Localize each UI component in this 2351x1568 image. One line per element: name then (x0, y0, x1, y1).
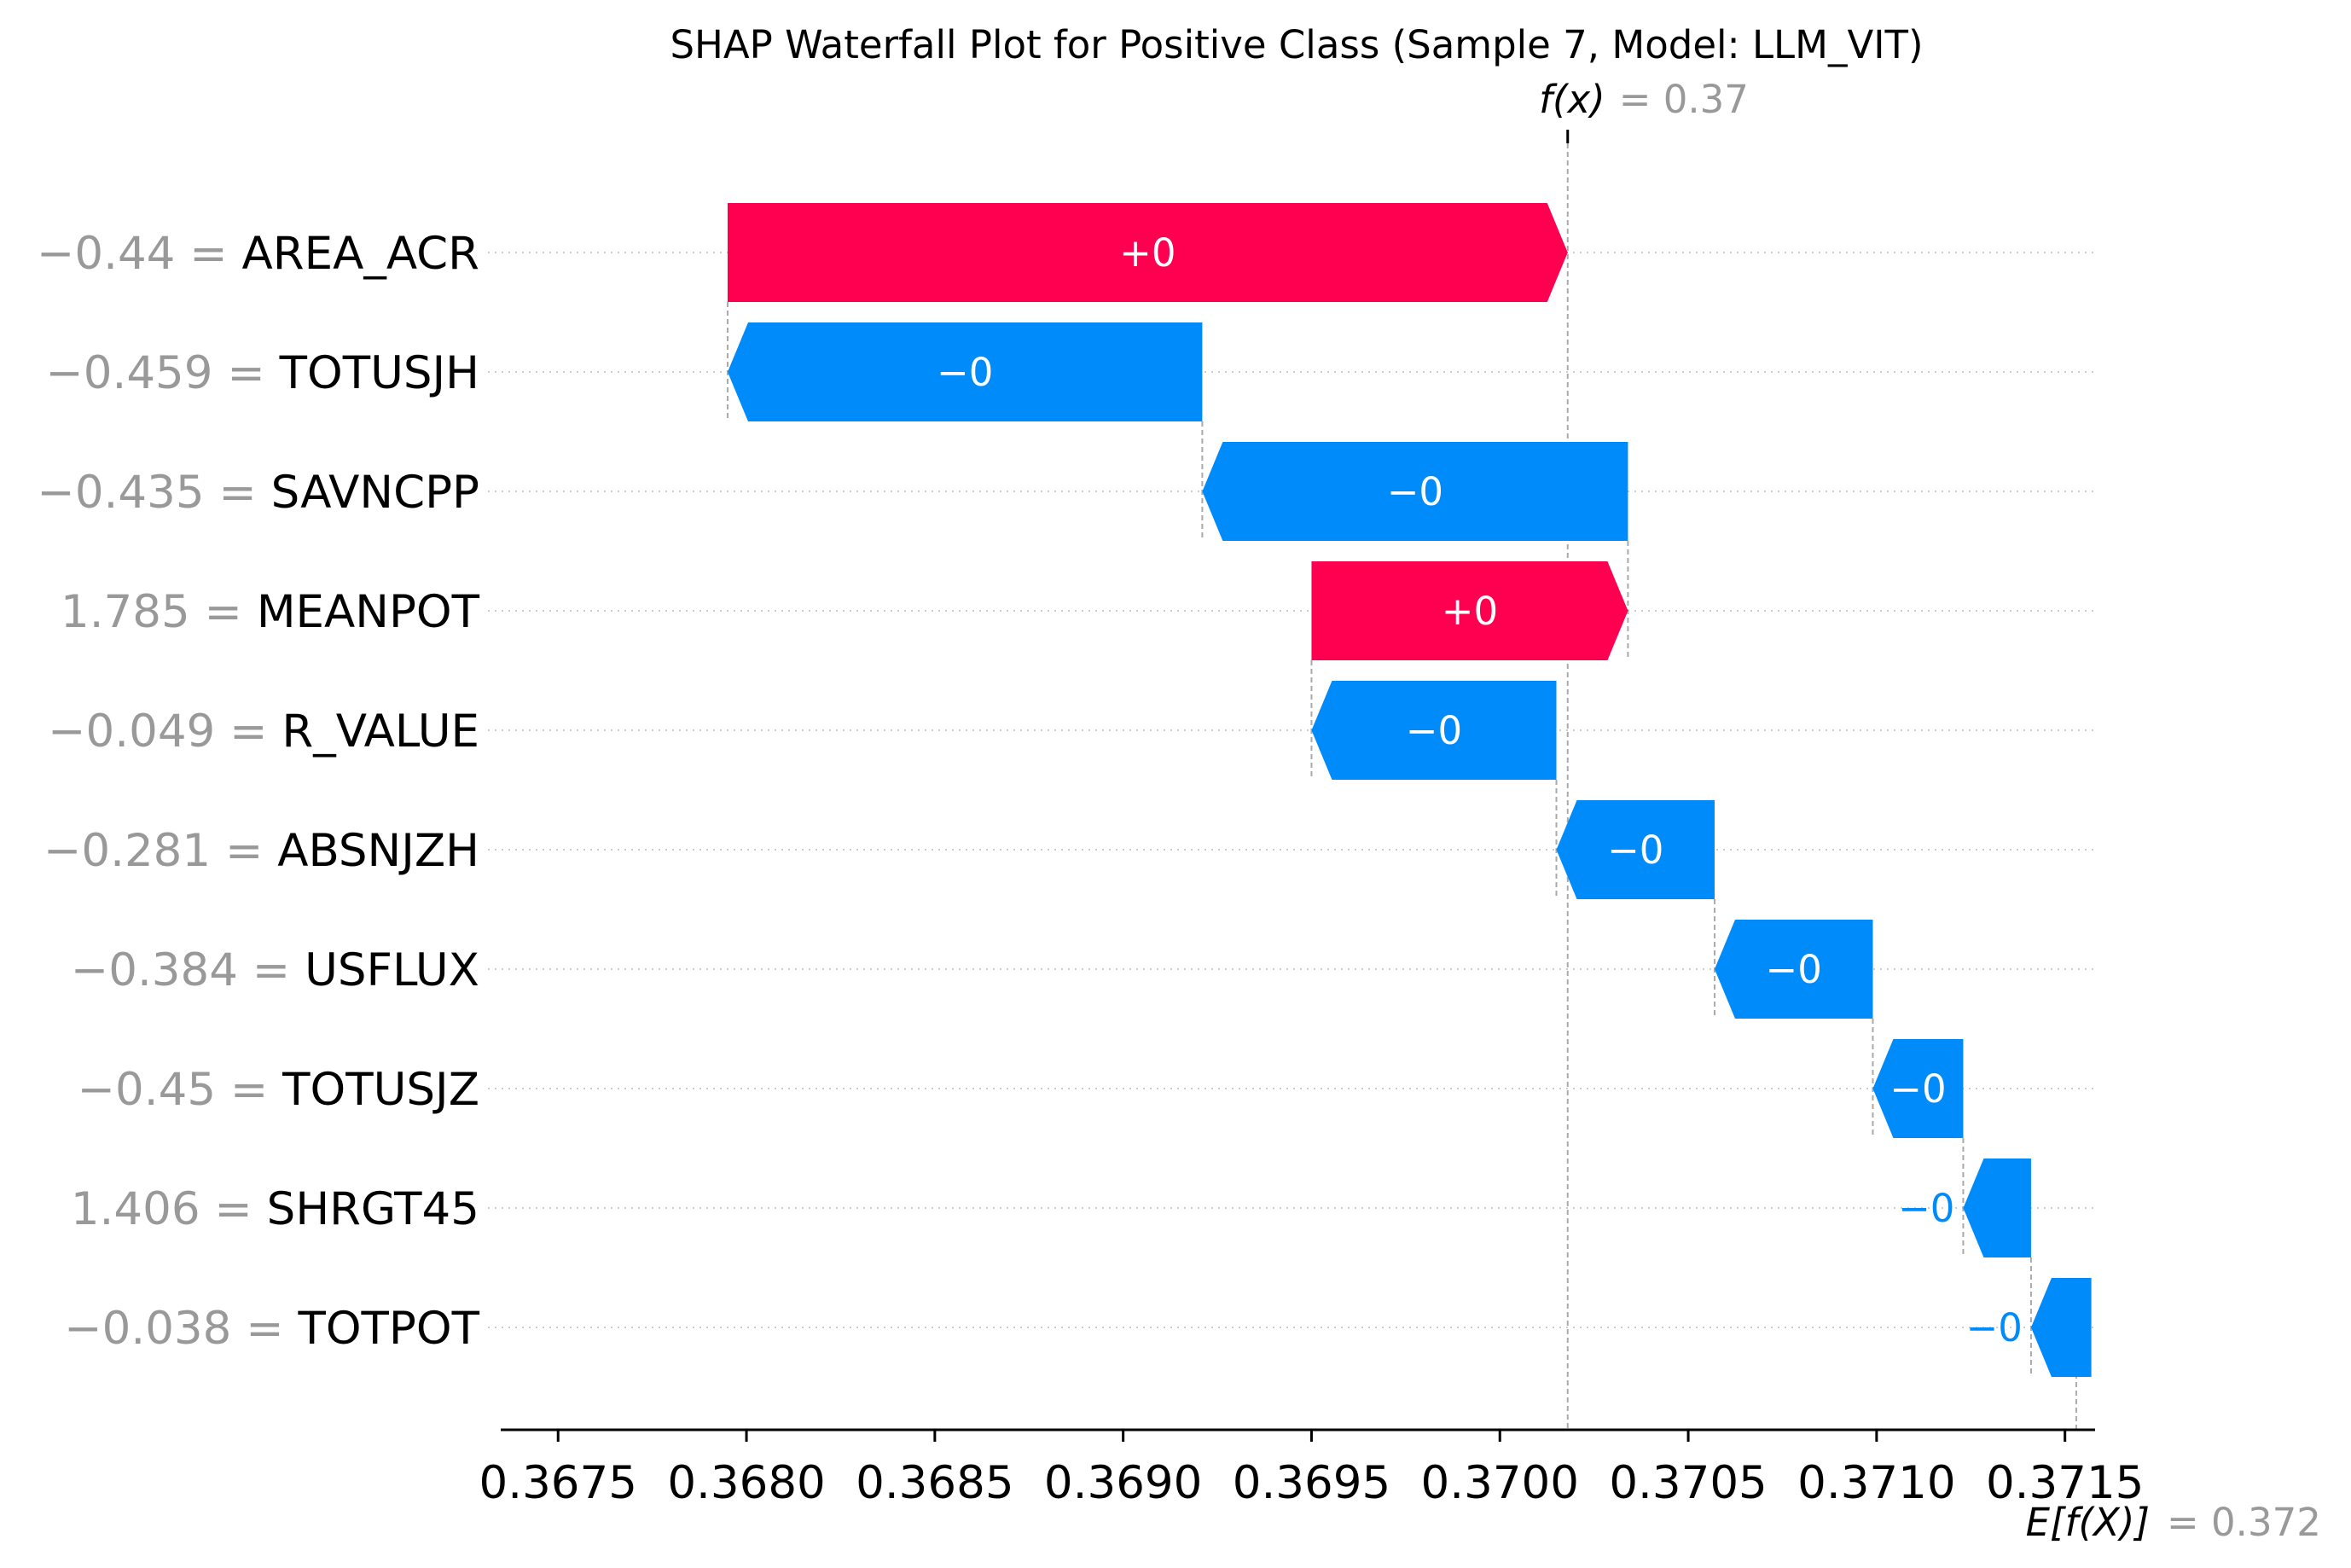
feature-value: −0.038 = (64, 1303, 298, 1355)
x-tick-label: 0.3675 (479, 1457, 637, 1509)
bar-value-label: +0 (1119, 230, 1176, 276)
feature-value: −0.281 = (44, 825, 277, 877)
feature-value: −0.049 = (48, 706, 282, 758)
feature-value: 1.406 = (71, 1183, 267, 1235)
x-tick-label: 0.3680 (667, 1457, 825, 1509)
bar-value-label: +0 (1442, 589, 1498, 634)
bar-totusjh (727, 322, 1203, 421)
feature-name: SHRGT45 (267, 1183, 479, 1235)
x-tick-label: 0.3695 (1233, 1457, 1390, 1509)
x-tick-label: 0.3700 (1421, 1457, 1579, 1509)
bar-shrgt45 (1963, 1159, 2031, 1257)
feature-label: −0.45 = TOTUSJZ (78, 1064, 479, 1116)
feature-value: −0.459 = (45, 347, 279, 399)
feature-label: −0.281 = ABSNJZH (44, 825, 479, 877)
bar-meanpot (1311, 561, 1628, 660)
feature-name: AREA_ACR (242, 228, 479, 280)
chart-title: SHAP Waterfall Plot for Positive Class (… (670, 22, 1923, 67)
feature-value: −0.44 = (37, 228, 242, 280)
feature-label: 1.406 = SHRGT45 (71, 1183, 479, 1235)
bar-totpot (2030, 1278, 2092, 1377)
fx-value: = 0.37 (1619, 77, 1749, 122)
feature-label: −0.44 = AREA_ACR (37, 228, 479, 280)
feature-name: SAVNCPP (271, 467, 479, 519)
bar-totusjz (1872, 1039, 1964, 1138)
bars: +0 −0 −0 +0 −0 −0 −0 −0 −0 −0 (727, 203, 2092, 1377)
feature-labels: −0.44 = AREA_ACR −0.459 = TOTUSJH −0.435 =… (37, 228, 480, 1355)
bar-value-label: −0 (1890, 1066, 1946, 1112)
bar-savncpp (1202, 442, 1628, 541)
feature-label: −0.435 = SAVNCPP (37, 467, 479, 519)
fx-label: f(x) (1539, 77, 1605, 122)
bar-value-label: −0 (1898, 1186, 1954, 1231)
bar-value-label: −0 (1766, 947, 1822, 992)
gridlines (488, 252, 2095, 1328)
bar-area_acr (727, 203, 1568, 302)
fx-annotation: f(x) = 0.37 (1539, 77, 1749, 122)
expected-value-label: E[f(X)] (2026, 1500, 2150, 1545)
x-tick-label: 0.3715 (1986, 1457, 2144, 1509)
bar-r_value (1311, 681, 1557, 780)
feature-label: −0.038 = TOTPOT (64, 1303, 479, 1355)
feature-name: TOTUSJH (279, 347, 479, 399)
feature-label: −0.384 = USFLUX (71, 944, 479, 996)
bar-usflux (1714, 920, 1873, 1019)
bar-value-label: −0 (1966, 1305, 2023, 1350)
bar-value-label: −0 (1406, 708, 1462, 753)
x-tick-label: 0.3685 (856, 1457, 1013, 1509)
feature-value: −0.45 = (78, 1064, 283, 1116)
bar-value-label: −0 (937, 350, 993, 395)
feature-name: ABSNJZH (277, 825, 479, 877)
bar-value-label: −0 (1607, 828, 1663, 873)
expected-value-annotation: E[f(X)] = 0.372 (2026, 1500, 2321, 1545)
reference-lines (726, 130, 2077, 1430)
feature-value: −0.384 = (71, 944, 305, 996)
feature-name: MEANPOT (257, 586, 480, 638)
x-tick-label: 0.3705 (1609, 1457, 1767, 1509)
feature-name: TOTPOT (297, 1303, 479, 1355)
x-axis: 0.3675 0.3680 0.3685 0.3690 0.3695 0.3700 0.37… (479, 1428, 2144, 1509)
feature-name: R_VALUE (282, 706, 479, 758)
x-tick-label: 0.3690 (1044, 1457, 1202, 1509)
bar-absnjzh (1556, 800, 1715, 899)
feature-value: −0.435 = (37, 467, 270, 519)
expected-value-value: = 0.372 (2167, 1500, 2321, 1545)
feature-name: USFLUX (305, 944, 479, 996)
feature-value: 1.785 = (61, 586, 257, 638)
feature-label: −0.459 = TOTUSJH (45, 347, 479, 399)
feature-label: 1.785 = MEANPOT (61, 586, 480, 638)
bar-value-label: −0 (1387, 469, 1443, 514)
feature-name: TOTUSJZ (282, 1064, 479, 1116)
x-tick-label: 0.3710 (1797, 1457, 1955, 1509)
feature-label: −0.049 = R_VALUE (48, 706, 479, 758)
